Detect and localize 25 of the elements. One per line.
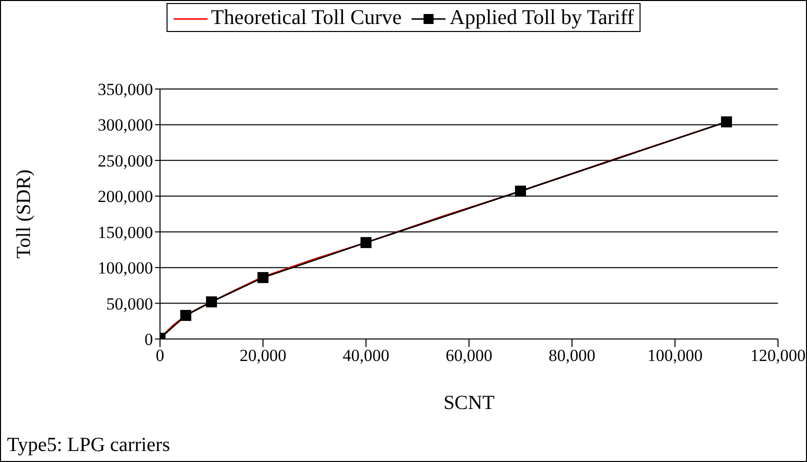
y-tick-label: 150,000 — [98, 222, 153, 242]
point — [515, 186, 526, 197]
y-tick-label: 0 — [144, 330, 153, 350]
y-tick-label: 300,000 — [98, 116, 153, 135]
y-tick-label: 100,000 — [98, 258, 153, 278]
y-tick-label: 200,000 — [98, 187, 153, 206]
point — [180, 310, 192, 321]
y-tick-label: 50,000 — [106, 294, 153, 314]
x-tick-label: 100,000 — [647, 346, 703, 366]
point — [360, 237, 372, 248]
point — [721, 116, 732, 128]
x-tick-label: 20,000 — [240, 346, 286, 366]
legend-label: Applied Toll by Tariff — [448, 5, 634, 29]
x-tick-label: 40,000 — [342, 346, 390, 366]
x-tick-label: 120,000 — [750, 346, 806, 366]
y-tick-label: 350,000 — [98, 80, 153, 100]
text: Type5: LPG carriers — [7, 434, 170, 457]
x-tick-label: 60,000 — [446, 346, 492, 366]
x-axis-title: SCNT — [443, 392, 495, 414]
legend-label: Theoretical Toll Curve — [210, 5, 402, 29]
point — [206, 296, 217, 308]
point — [258, 272, 268, 284]
y-axis-title: Toll (SDR) — [13, 169, 36, 259]
x-tick-label: 80,000 — [548, 346, 596, 366]
y-tick-label: 250,000 — [98, 151, 153, 170]
